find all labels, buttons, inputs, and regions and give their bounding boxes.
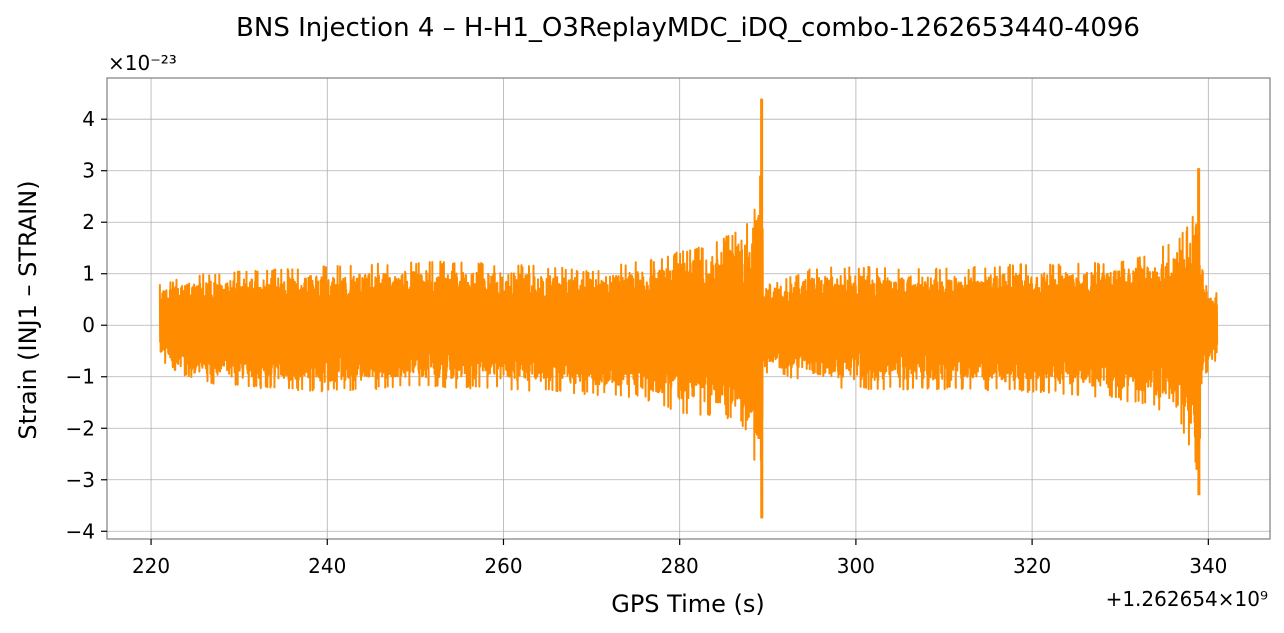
plot-frame xyxy=(106,77,1271,540)
y-tick-label: 1 xyxy=(82,262,95,286)
x-tick-label: 220 xyxy=(132,554,170,578)
y-tick-label: −4 xyxy=(66,519,95,543)
y-tick-label: −3 xyxy=(66,468,95,492)
y-tick-label: −1 xyxy=(66,365,95,389)
x-tick-label: 340 xyxy=(1189,554,1227,578)
y-tick-label: 2 xyxy=(82,210,95,234)
strain-series xyxy=(158,98,1219,519)
chart-title: BNS Injection 4 – H-H1_O3ReplayMDC_iDQ_c… xyxy=(236,13,1140,43)
y-axis: −4 −3 −2 −1 0 1 2 3 4 xyxy=(66,107,107,543)
y-tick-label: −2 xyxy=(66,416,95,440)
y-tick-label: 3 xyxy=(82,159,95,183)
x-tick-label: 280 xyxy=(661,554,699,578)
y-tick-label: 0 xyxy=(82,313,95,337)
x-tick-label: 260 xyxy=(484,554,522,578)
x-offset-label: +1.262654×10⁹ xyxy=(1106,587,1268,611)
y-multiplier-label: ×10⁻²³ xyxy=(108,51,177,75)
x-tick-label: 300 xyxy=(837,554,875,578)
strain-trace xyxy=(158,175,1219,512)
x-axis: 220 240 260 280 300 320 340 xyxy=(132,539,1227,578)
x-axis-label: GPS Time (s) xyxy=(611,590,765,618)
y-axis-label: Strain (INJ1 – STRAIN) xyxy=(14,180,42,439)
x-tick-label: 320 xyxy=(1013,554,1051,578)
y-tick-label: 4 xyxy=(82,107,95,131)
strain-peak-spikes xyxy=(760,98,1201,519)
x-tick-label: 240 xyxy=(308,554,346,578)
